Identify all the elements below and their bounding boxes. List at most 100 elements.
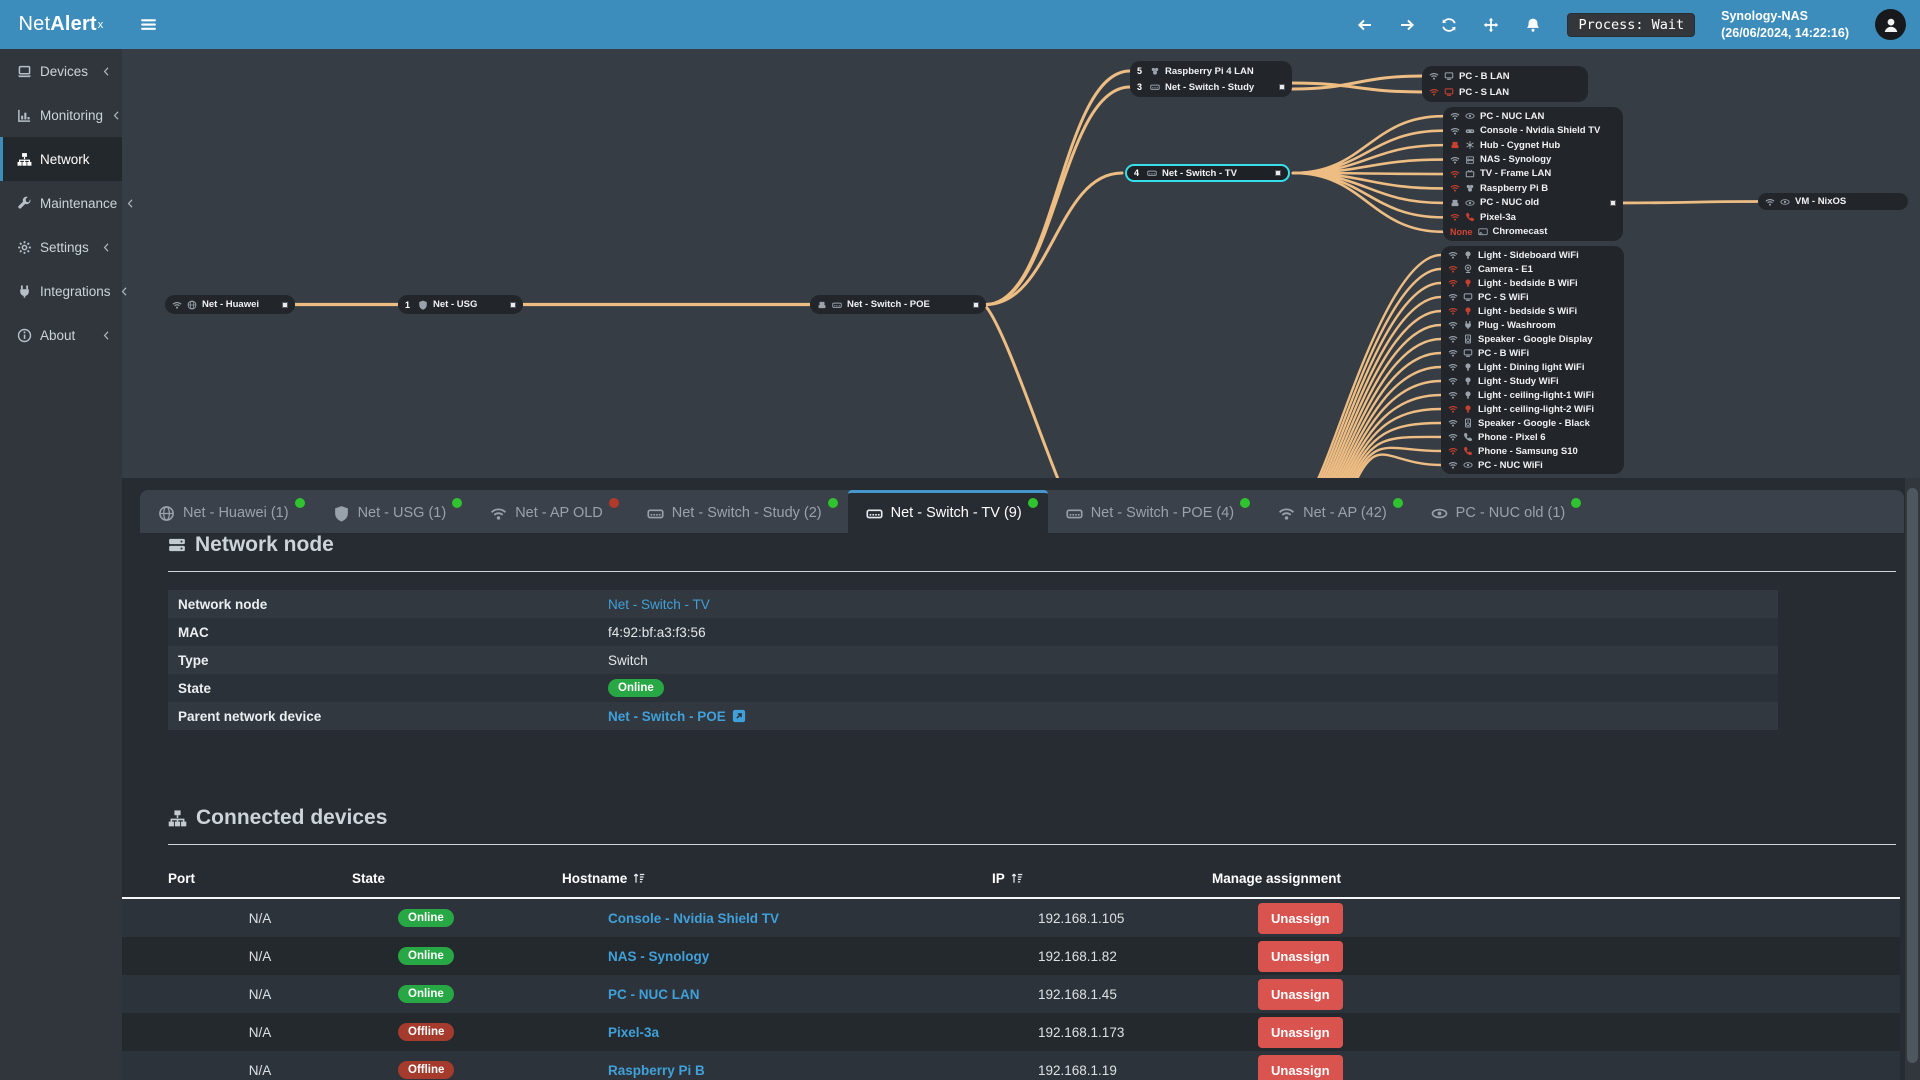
tab-label: Net - Switch - Study (2): [671, 505, 822, 521]
unassign-button[interactable]: Unassign: [1258, 902, 1343, 934]
nav-back-icon[interactable]: [1357, 17, 1373, 33]
tab-pc-nuc-old-1-[interactable]: PC - NUC old (1): [1413, 490, 1592, 533]
tree-node-row[interactable]: Light - ceiling-light-1 WiFi: [1441, 388, 1624, 402]
tree-node-row[interactable]: NAS - Synology: [1443, 152, 1623, 166]
tree-node-row[interactable]: PC - B LAN: [1422, 68, 1588, 84]
node-link[interactable]: Net - Switch - TV: [608, 596, 710, 612]
detail-row: State Online: [168, 674, 1778, 702]
port-number: 1: [405, 299, 411, 310]
scrollbar-thumb[interactable]: [1907, 488, 1918, 1063]
logo-text: Net: [18, 13, 51, 35]
desktop-icon: [1444, 88, 1454, 96]
sidebar-item-monitoring[interactable]: Monitoring: [0, 93, 122, 137]
unassign-button[interactable]: Unassign: [1258, 1054, 1343, 1080]
device-row: N/A Offline Pixel-3a 192.168.1.173 Unassign: [122, 1013, 1900, 1051]
tree-node-tv[interactable]: 4 Net - Switch - TV: [1125, 164, 1290, 182]
hostname-link[interactable]: PC - NUC LAN: [608, 986, 700, 1002]
network-topology-canvas[interactable]: Net - Huawei 1 Net - USG Net - Switch - POE…: [122, 49, 1920, 478]
device-label: Light - bedside S WiFi: [1478, 305, 1578, 317]
tree-node-row[interactable]: PC - B WiFi: [1441, 346, 1624, 360]
tree-node-row[interactable]: Speaker - Google - Black: [1441, 416, 1624, 430]
wifi-icon: [1429, 89, 1439, 96]
device-label: Raspberry Pi B: [1480, 182, 1549, 194]
user-avatar[interactable]: [1875, 9, 1906, 40]
tab-label: PC - NUC old (1): [1455, 505, 1566, 521]
sidebar-item-network[interactable]: Network: [0, 137, 122, 181]
tree-node-row[interactable]: Speaker - Google Display: [1441, 332, 1624, 346]
tree-node-row[interactable]: 3 Net - Switch - Study: [1130, 79, 1292, 95]
tree-node-row[interactable]: TV - Frame LAN: [1443, 167, 1623, 181]
tree-node-row[interactable]: PC - NUC LAN: [1443, 109, 1623, 123]
tree-node-row[interactable]: PC - S LAN: [1422, 84, 1588, 100]
tab-net-ap-old[interactable]: Net - AP OLD: [472, 490, 629, 533]
wifi-icon: [1448, 350, 1458, 357]
sidebar-item-about[interactable]: About: [0, 313, 122, 357]
hostname-link[interactable]: Raspberry Pi B: [608, 1062, 705, 1078]
sort-icon[interactable]: [1010, 871, 1024, 885]
device-label: Hub - Cygnet Hub: [1480, 139, 1561, 151]
tree-node-huawei[interactable]: Net - Huawei: [165, 295, 295, 314]
tab-net-usg-1-[interactable]: Net - USG (1): [315, 490, 473, 533]
tree-node-row[interactable]: Light - bedside B WiFi: [1441, 276, 1624, 290]
collapse-handle[interactable]: [510, 301, 516, 308]
tree-node-row[interactable]: Plug - Washroom: [1441, 318, 1624, 332]
hostname-link[interactable]: NAS - Synology: [608, 948, 710, 964]
sidebar-item-integrations[interactable]: Integrations: [0, 269, 127, 313]
hostname-link[interactable]: Console - Nvidia Shield TV: [608, 910, 780, 926]
tree-node-row[interactable]: 5 Raspberry Pi 4 LAN: [1130, 63, 1292, 79]
device-label: Light - Study WiFi: [1478, 375, 1559, 387]
tree-node-vm[interactable]: VM - NixOS: [1758, 193, 1908, 210]
parent-node-link[interactable]: Net - Switch - POE: [608, 708, 726, 724]
tree-node-row[interactable]: Light - Sideboard WiFi: [1441, 248, 1624, 262]
refresh-icon[interactable]: [1441, 17, 1457, 33]
sort-icon[interactable]: [632, 871, 646, 885]
move-icon[interactable]: [1483, 17, 1499, 33]
tree-node-row[interactable]: PC - NUC old: [1443, 196, 1623, 210]
tab-net-switch-poe-4-[interactable]: Net - Switch - POE (4): [1048, 490, 1260, 533]
tab-net-switch-study-2-[interactable]: Net - Switch - Study (2): [629, 490, 848, 533]
tree-node-row[interactable]: Raspberry Pi B: [1443, 181, 1623, 195]
sidebar-item-settings[interactable]: Settings: [0, 225, 122, 269]
collapse-handle[interactable]: [1279, 84, 1285, 90]
tree-node-row[interactable]: PC - NUC WiFi: [1441, 458, 1624, 472]
tree-node-row[interactable]: Pixel-3a: [1443, 210, 1623, 224]
tree-node-row[interactable]: Console - Nvidia Shield TV: [1443, 123, 1623, 137]
tree-node-row[interactable]: Phone - Pixel 6: [1441, 430, 1624, 444]
unassign-button[interactable]: Unassign: [1258, 1016, 1343, 1048]
tree-node-row[interactable]: Hub - Cygnet Hub: [1443, 138, 1623, 152]
tab-net-huawei-1-[interactable]: Net - Huawei (1): [140, 490, 315, 533]
navbar-controls: Process: Wait Synology-NAS (26/06/2024, …: [1357, 8, 1920, 41]
collapse-handle[interactable]: [1610, 199, 1616, 206]
unassign-button[interactable]: Unassign: [1258, 940, 1343, 972]
collapse-handle[interactable]: [1275, 170, 1281, 176]
collapse-handle[interactable]: [973, 301, 979, 308]
hostname-link[interactable]: Pixel-3a: [608, 1024, 660, 1040]
sidebar-item-maintenance[interactable]: Maintenance: [0, 181, 133, 225]
tree-node-row[interactable]: Light - ceiling-light-2 WiFi: [1441, 402, 1624, 416]
detail-value: f4:92:bf:a3:f3:56: [608, 624, 706, 640]
nav-forward-icon[interactable]: [1399, 17, 1415, 33]
sidebar-item-devices[interactable]: Devices: [0, 49, 122, 93]
device-label: PC - B WiFi: [1478, 347, 1530, 359]
tree-node-row[interactable]: Light - Dining light WiFi: [1441, 360, 1624, 374]
tab-net-switch-tv-9-[interactable]: Net - Switch - TV (9): [847, 490, 1048, 533]
tree-node-row[interactable]: Camera - E1: [1441, 262, 1624, 276]
tree-node-row[interactable]: Phone - Samsung S10: [1441, 444, 1624, 458]
device-label: PC - S WiFi: [1478, 291, 1529, 303]
app-logo[interactable]: Net Alert x: [0, 0, 122, 49]
wifi-icon: [1429, 73, 1439, 80]
status-dot-green: [294, 498, 305, 508]
tree-node-usg[interactable]: 1 Net - USG: [398, 295, 523, 314]
unassign-button[interactable]: Unassign: [1258, 978, 1343, 1010]
tree-node-row[interactable]: Light - bedside S WiFi: [1441, 304, 1624, 318]
hamburger-menu-icon[interactable]: [140, 16, 157, 33]
tree-node-row[interactable]: PC - S WiFi: [1441, 290, 1624, 304]
tab-net-ap-42-[interactable]: Net - AP (42): [1260, 490, 1413, 533]
notifications-icon[interactable]: [1525, 17, 1541, 33]
tree-node-row[interactable]: None Chromecast: [1443, 225, 1623, 239]
tree-node-row[interactable]: Light - Study WiFi: [1441, 374, 1624, 388]
vertical-scrollbar[interactable]: [1905, 478, 1920, 1080]
collapse-handle[interactable]: [282, 301, 288, 308]
gear-icon: [18, 240, 31, 254]
tree-node-poe[interactable]: Net - Switch - POE: [810, 295, 986, 314]
